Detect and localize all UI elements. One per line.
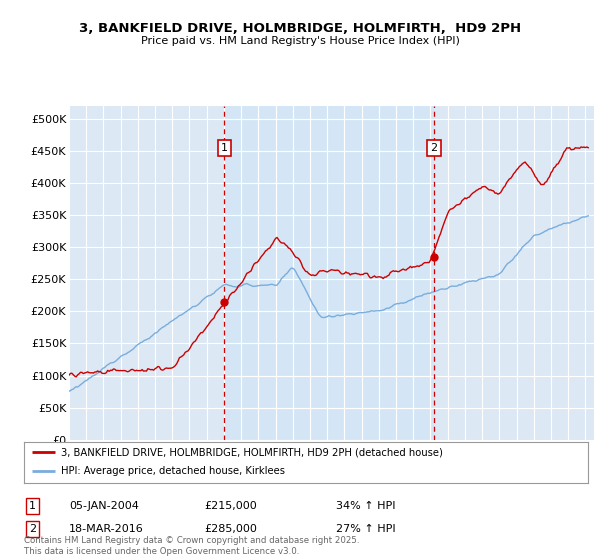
Text: 18-MAR-2016: 18-MAR-2016 [69, 524, 144, 534]
Text: 3, BANKFIELD DRIVE, HOLMBRIDGE, HOLMFIRTH,  HD9 2PH: 3, BANKFIELD DRIVE, HOLMBRIDGE, HOLMFIRT… [79, 22, 521, 35]
Text: £285,000: £285,000 [204, 524, 257, 534]
Text: 1: 1 [221, 143, 228, 153]
Text: 3, BANKFIELD DRIVE, HOLMBRIDGE, HOLMFIRTH, HD9 2PH (detached house): 3, BANKFIELD DRIVE, HOLMBRIDGE, HOLMFIRT… [61, 447, 443, 458]
Text: Price paid vs. HM Land Registry's House Price Index (HPI): Price paid vs. HM Land Registry's House … [140, 36, 460, 46]
Text: 2: 2 [431, 143, 437, 153]
Text: 05-JAN-2004: 05-JAN-2004 [69, 501, 139, 511]
Text: 27% ↑ HPI: 27% ↑ HPI [336, 524, 395, 534]
Bar [224, 106, 434, 440]
Text: 34% ↑ HPI: 34% ↑ HPI [336, 501, 395, 511]
Text: HPI: Average price, detached house, Kirklees: HPI: Average price, detached house, Kirk… [61, 466, 284, 477]
Text: £215,000: £215,000 [204, 501, 257, 511]
Text: 1: 1 [29, 501, 36, 511]
Text: 2: 2 [29, 524, 36, 534]
Text: Contains HM Land Registry data © Crown copyright and database right 2025.
This d: Contains HM Land Registry data © Crown c… [24, 536, 359, 556]
